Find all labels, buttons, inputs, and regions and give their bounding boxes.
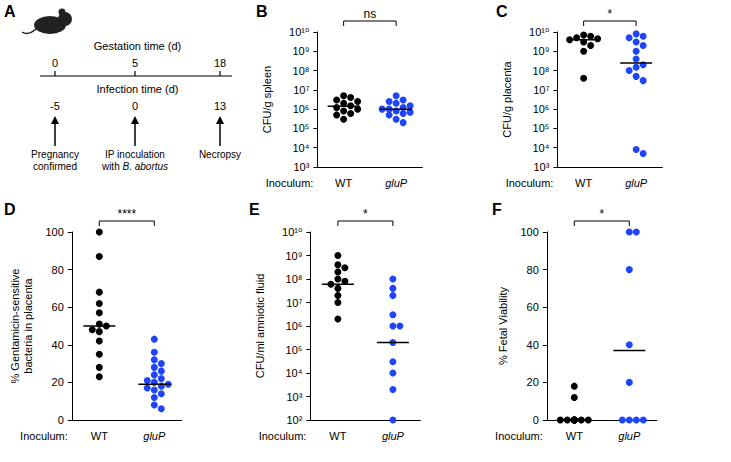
svg-text:Inoculum:: Inoculum: [266,177,314,189]
svg-text:10⁵: 10⁵ [533,122,550,134]
svg-text:10⁵: 10⁵ [286,344,303,356]
svg-text:Gestation time (d): Gestation time (d) [94,40,181,52]
svg-text:10³: 10³ [286,391,302,403]
svg-text:gluP: gluP [143,430,166,442]
svg-text:10⁹: 10⁹ [532,45,549,57]
svg-text:CFU/ml amniotic fluid: CFU/ml amniotic fluid [254,274,266,379]
svg-text:Inoculum:: Inoculum: [495,430,543,442]
svg-text:WT: WT [575,177,592,189]
svg-text:10¹⁰: 10¹⁰ [289,26,310,38]
svg-text:10⁸: 10⁸ [293,65,310,77]
svg-text:CFU/g placenta: CFU/g placenta [501,60,513,137]
svg-text:18: 18 [214,57,226,69]
svg-text:100: 100 [520,226,538,238]
svg-text:10⁶: 10⁶ [293,103,310,115]
svg-text:% Gentamicin-sensitive: % Gentamicin-sensitive [9,269,21,384]
svg-text:IP inoculation: IP inoculation [105,149,165,160]
svg-text:60: 60 [527,301,539,313]
svg-text:WT: WT [91,430,108,442]
svg-text:10⁹: 10⁹ [285,250,302,262]
svg-text:100: 100 [45,226,63,238]
svg-text:10⁶: 10⁶ [286,320,303,332]
svg-text:10¹⁰: 10¹⁰ [282,226,303,238]
svg-text:10³: 10³ [533,161,549,173]
svg-text:Inoculum:: Inoculum: [259,430,307,442]
svg-text:80: 80 [527,264,539,276]
svg-text:0: 0 [533,414,539,426]
svg-text:A: A [4,3,16,20]
svg-text:B: B [256,3,268,20]
svg-text:WT: WT [335,177,352,189]
svg-text:10⁴: 10⁴ [285,367,302,379]
svg-text:10⁷: 10⁷ [286,297,302,309]
svg-text:13: 13 [214,100,226,112]
svg-text:*: * [608,7,613,21]
svg-text:40: 40 [52,339,64,351]
svg-text:gluP: gluP [625,177,648,189]
svg-text:80: 80 [52,264,64,276]
svg-text:ns: ns [364,7,377,21]
svg-text:10⁴: 10⁴ [292,142,309,154]
svg-text:bacteria in placenta: bacteria in placenta [22,277,34,373]
svg-text:*: * [599,207,604,221]
svg-text:0: 0 [132,100,138,112]
svg-text:D: D [4,201,16,218]
svg-text:gluP: gluP [382,430,405,442]
svg-text:10³: 10³ [293,161,309,173]
svg-text:10⁶: 10⁶ [533,103,550,115]
svg-text:5: 5 [132,57,138,69]
svg-text:Pregnancy: Pregnancy [31,149,79,160]
svg-text:10⁷: 10⁷ [293,84,309,96]
svg-text:20: 20 [527,376,539,388]
svg-text:****: **** [117,207,136,221]
svg-text:10⁹: 10⁹ [292,45,309,57]
svg-text:Inoculum:: Inoculum: [20,430,68,442]
svg-text:10⁵: 10⁵ [293,122,310,134]
svg-text:Infection time (d): Infection time (d) [97,83,179,95]
svg-text:10⁸: 10⁸ [286,273,303,285]
svg-text:CFU/g spleen: CFU/g spleen [261,66,273,133]
svg-text:Inoculum:: Inoculum: [506,177,554,189]
svg-text:10⁸: 10⁸ [533,65,550,77]
svg-text:0: 0 [58,414,64,426]
svg-text:confirmed: confirmed [33,161,77,172]
svg-text:40: 40 [527,339,539,351]
svg-text:0: 0 [52,57,58,69]
svg-text:*: * [363,207,368,221]
svg-text:gluP: gluP [618,430,641,442]
svg-text:% Fetal Viability: % Fetal Viability [497,286,509,365]
svg-text:10¹⁰: 10¹⁰ [529,26,550,38]
svg-text:WT: WT [566,430,583,442]
svg-text:10⁷: 10⁷ [533,84,549,96]
svg-text:10²: 10² [286,414,302,426]
svg-text:-5: -5 [50,100,60,112]
svg-text:20: 20 [52,376,64,388]
svg-text:60: 60 [52,301,64,313]
svg-text:WT: WT [329,430,346,442]
svg-text:gluP: gluP [385,177,408,189]
svg-text:with B. abortus: with B. abortus [101,161,168,172]
svg-text:F: F [492,201,502,218]
svg-text:10⁴: 10⁴ [532,142,549,154]
svg-text:C: C [496,3,508,20]
svg-text:Necropsy: Necropsy [199,149,241,160]
svg-text:E: E [249,201,260,218]
